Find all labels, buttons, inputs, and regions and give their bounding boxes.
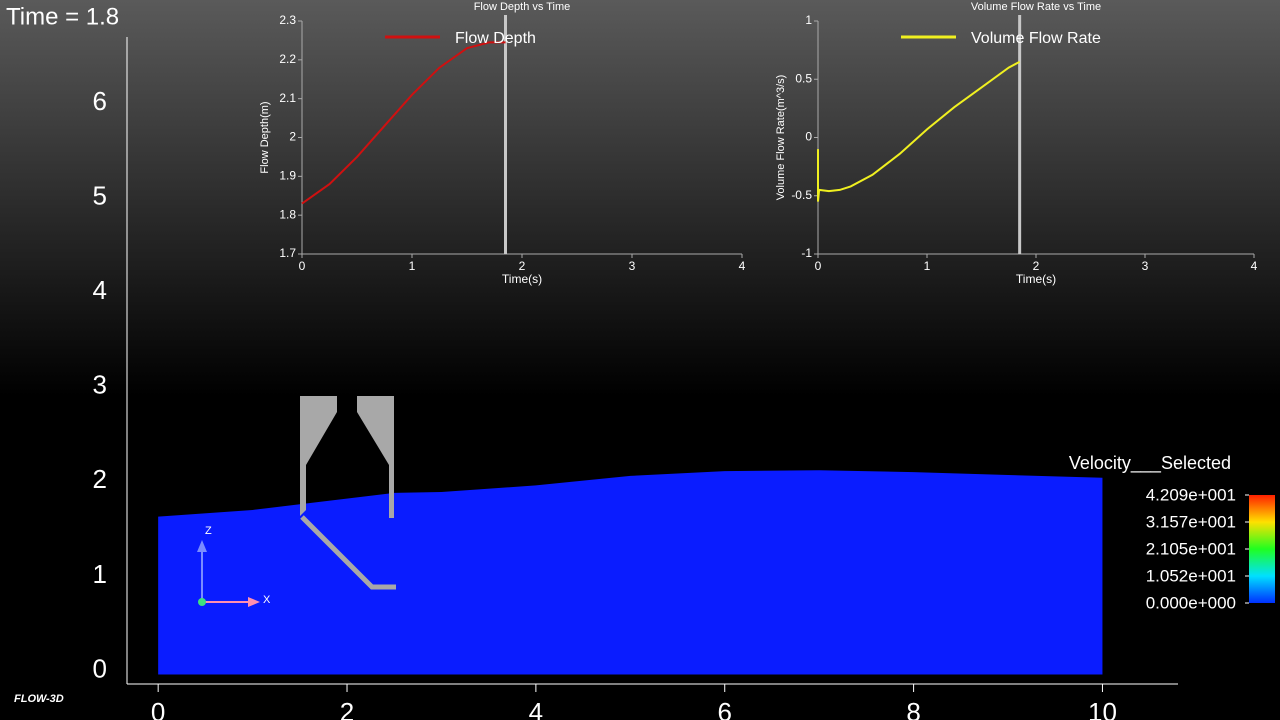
chart-title: Volume Flow Rate vs Time [971,1,1101,13]
series-line [817,60,1021,202]
series-line [301,41,506,205]
colorbar-label: 1.052e+001 [1146,566,1236,585]
x-tick-label: 4 [1251,259,1258,273]
time-label: Time = 1.8 [6,3,119,30]
colorbar-label: 4.209e+001 [1146,485,1236,504]
gate-left [300,396,337,516]
chart-title: Flow Depth vs Time [474,1,571,13]
colorbar-label: 0.000e+000 [1146,593,1236,612]
triad-x: X [263,594,271,606]
x-tick-label: 1 [409,259,416,273]
y-tick-label: 2.3 [279,13,296,27]
x-tick-label: 10 [1088,697,1117,720]
legend-label: Flow Depth [455,30,536,47]
x-tick-label: 1 [924,259,931,273]
y-tick-label: 1.9 [279,169,296,183]
colorbar-title: Velocity___Selected [1069,453,1231,474]
x-tick-label: 0 [299,259,306,273]
triad-origin [198,598,206,606]
y-tick-label: 6 [93,86,107,116]
legend-label: Volume Flow Rate [971,30,1101,47]
y-tick-label: 1.8 [279,207,296,221]
x-tick-label: 0 [151,697,165,720]
y-tick-label: -0.5 [791,188,812,202]
z-arrow-head [197,540,207,552]
colorbar-label: 2.105e+001 [1146,539,1236,558]
y-tick-label: 2 [289,130,296,144]
y-tick-label: 1.7 [279,246,296,260]
x-tick-label: 8 [906,697,920,720]
y-tick-label: 2.2 [279,52,296,66]
y-tick-label: 2.1 [279,91,296,105]
x-tick-label: 4 [529,697,543,720]
y-tick-label: 0.5 [795,71,812,85]
y-tick-label: 1 [805,13,812,27]
x-tick-label: 0 [815,259,822,273]
y-axis-label: Volume Flow Rate(m^3/s) [775,75,787,201]
y-tick-label: 0 [805,130,812,144]
x-tick-label: 4 [739,259,746,273]
x-tick-label: 2 [1033,259,1040,273]
gate-plate [300,515,396,590]
triad-z: Z [205,525,212,537]
x-arrow-head [248,597,260,607]
y-tick-label: 5 [93,180,107,210]
logo: FLOW-3D [14,693,64,705]
colorbar [1249,495,1275,603]
y-tick-label: 3 [93,370,107,400]
colorbar-label: 3.157e+001 [1146,512,1236,531]
y-axis-label: Flow Depth(m) [259,101,271,173]
y-tick-label: 0 [93,653,107,683]
simulation-view [158,470,1103,675]
x-tick-label: 6 [718,697,732,720]
x-tick-label: 2 [340,697,354,720]
x-axis-label: Time(s) [502,272,542,286]
x-tick-label: 2 [519,259,526,273]
x-axis-label: Time(s) [1016,272,1056,286]
x-tick-label: 3 [1142,259,1149,273]
gate-right [357,396,394,518]
y-tick-label: 2 [93,464,107,494]
y-tick-label: 1 [93,559,107,589]
y-tick-label: -1 [801,246,812,260]
water-area [158,470,1103,675]
x-tick-label: 3 [629,259,636,273]
y-tick-label: 4 [93,275,107,305]
